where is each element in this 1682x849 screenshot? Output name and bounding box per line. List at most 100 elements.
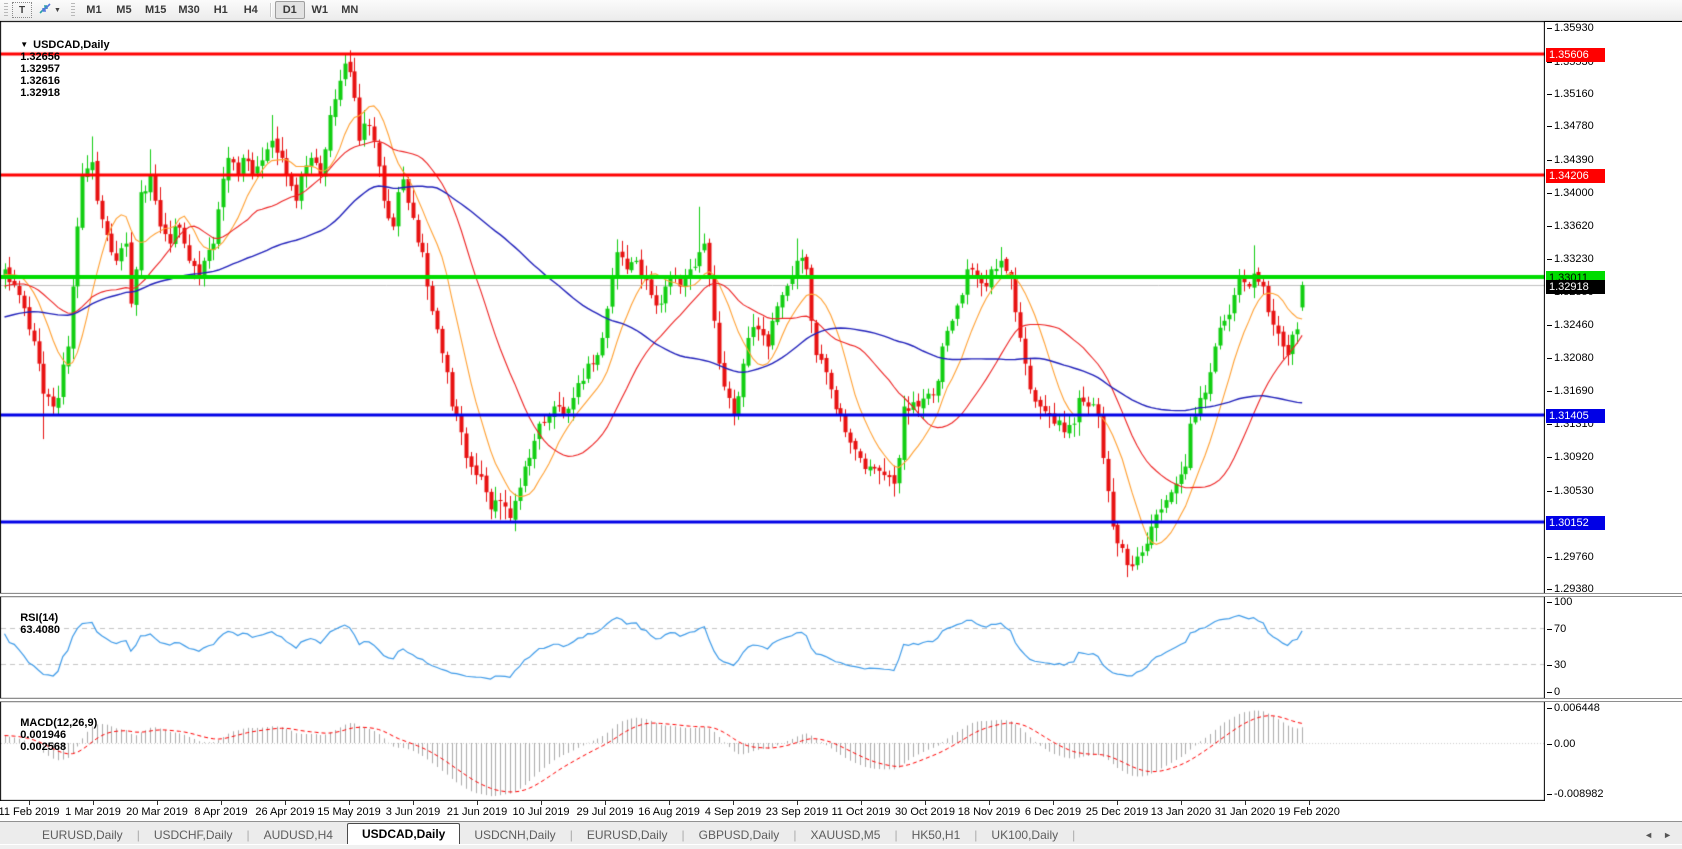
time-tick	[669, 801, 670, 805]
price-tick-label: 1.30530	[1547, 484, 1594, 497]
tab-separator: |	[246, 828, 250, 842]
time-axis[interactable]: 11 Feb 2019 1 Mar 2019 20 Mar 2019 8 Apr 20…	[0, 801, 1682, 821]
timeframe-button-mn[interactable]: MN	[341, 4, 359, 16]
price-tick-label: 1.34390	[1547, 153, 1594, 166]
time-tick	[477, 801, 478, 805]
date-label: 30 Oct 2019	[895, 806, 955, 818]
tab-separator: |	[793, 828, 797, 842]
time-tick	[1181, 801, 1182, 805]
scroll-left-icon[interactable]: ◄	[1644, 830, 1654, 840]
date-label: 23 Sep 2019	[765, 806, 829, 818]
chart-tab-eurusd-daily[interactable]: EURUSD,Daily	[42, 828, 123, 842]
date-label: 20 Mar 2019	[126, 806, 188, 818]
price-chart-canvas[interactable]	[0, 21, 1545, 801]
panel-splitter[interactable]	[0, 698, 1682, 702]
date-label: 31 Jan 2020	[1214, 806, 1276, 818]
chart-tab-audusd-h4[interactable]: AUDUSD,H4	[263, 828, 333, 842]
toolbar-grip[interactable]	[4, 3, 8, 17]
chart-tab-usdcnh-daily[interactable]: USDCNH,Daily	[474, 828, 556, 842]
rsi-scale-label: 0	[1546, 685, 1561, 698]
time-tick	[733, 801, 734, 805]
time-tick	[157, 801, 158, 805]
macd-scale-label: 0.00	[1546, 738, 1576, 750]
rsi-scale-label: 30	[1546, 658, 1567, 671]
chart-tab-gbpusd-daily[interactable]: GBPUSD,Daily	[698, 828, 780, 842]
time-tick	[605, 801, 606, 805]
chart-tools-button[interactable]: ▼	[32, 1, 67, 19]
toolbar-grip[interactable]	[70, 3, 75, 17]
price-tick-label: 1.31690	[1547, 385, 1594, 398]
rsi-scale-label: 70	[1546, 622, 1567, 635]
text-tool-button[interactable]: T	[12, 2, 32, 18]
time-tick	[1117, 801, 1118, 805]
timeframe-button-m30[interactable]: M30	[178, 4, 200, 16]
toolbar-separator	[269, 3, 271, 17]
chart-tab-hk50-h1[interactable]: HK50,H1	[911, 828, 961, 842]
timeframe-button-m15[interactable]: M15	[144, 4, 167, 16]
macd-scale-label: 0.006448	[1547, 702, 1600, 714]
price-tick-label: 1.35160	[1547, 87, 1594, 100]
time-tick	[541, 801, 542, 805]
time-tick	[861, 801, 862, 805]
price-tick-label: 1.29760	[1547, 550, 1594, 563]
chart-tab-xauusd-m5[interactable]: XAUUSD,M5	[810, 828, 881, 842]
price-tick-label: 1.33230	[1547, 253, 1594, 266]
level-price-label: 1.35606	[1546, 48, 1605, 63]
date-label: 8 Apr 2019	[194, 806, 248, 818]
price-tick-label: 1.34000	[1547, 187, 1594, 200]
tab-separator: |	[569, 828, 573, 842]
toolbar: T ▼ M1 M5 M15 M30 H1 H4 D1 W1 MN	[0, 0, 1682, 21]
time-tick	[1245, 801, 1246, 805]
time-tick	[797, 801, 798, 805]
chevron-down-icon: ▼	[54, 6, 61, 14]
chart-tab-uk100-daily[interactable]: UK100,Daily	[991, 828, 1059, 842]
timeframe-button-m5[interactable]: M5	[116, 4, 132, 16]
tab-separator: |	[681, 828, 685, 842]
time-tick	[349, 801, 350, 805]
date-label: 10 Jul 2019	[512, 806, 570, 818]
timeframe-button-h1[interactable]: H1	[213, 4, 228, 16]
time-tick	[285, 801, 286, 805]
timeframe-button-w1[interactable]: W1	[311, 4, 329, 16]
chart-tab-usdchf-daily[interactable]: USDCHF,Daily	[153, 828, 233, 842]
date-label: 11 Oct 2019	[831, 806, 891, 818]
time-tick	[1053, 801, 1054, 805]
timeframe-button-d1[interactable]: D1	[274, 1, 305, 19]
date-label: 19 Feb 2020	[1278, 806, 1340, 818]
chart-tab-eurusd-daily[interactable]: EURUSD,Daily	[586, 828, 668, 842]
time-tick	[413, 801, 414, 805]
current-price-label: 1.32918	[1546, 279, 1605, 294]
time-tick	[1309, 801, 1310, 805]
tab-separator: |	[136, 828, 140, 842]
price-tick-label: 1.30920	[1547, 451, 1594, 464]
timeframe-button-h4[interactable]: H4	[243, 4, 258, 16]
time-tick	[221, 801, 222, 805]
chart-tab-usdcad-daily[interactable]: USDCAD,Daily	[346, 823, 461, 844]
date-label: 16 Aug 2019	[638, 806, 700, 818]
price-tick-label: 1.34780	[1547, 120, 1594, 133]
date-label: 29 Jul 2019	[576, 806, 634, 818]
date-label: 15 May 2019	[317, 806, 381, 818]
time-tick	[925, 801, 926, 805]
rsi-scale-label: 100	[1546, 595, 1573, 608]
time-tick	[29, 801, 30, 805]
chart-tab-bar: EURUSD,Daily | USDCHF,Daily | AUDUSD,H4 USDCA…	[0, 821, 1682, 844]
level-price-label: 1.30152	[1546, 516, 1605, 531]
price-tick-label: 1.32080	[1547, 351, 1594, 364]
tab-separator: |	[894, 828, 898, 842]
scroll-right-icon[interactable]: ►	[1663, 830, 1672, 840]
arrows-tool-icon	[38, 2, 52, 18]
level-price-label: 1.31405	[1546, 408, 1605, 423]
tab-separator: |	[1072, 828, 1076, 842]
price-axis[interactable]: 1.359301.355301.351601.347801.343901.340…	[1545, 21, 1682, 802]
time-tick	[989, 801, 990, 805]
date-label: 3 Jun 2019	[385, 806, 441, 818]
price-tick-label: 1.35930	[1547, 21, 1594, 34]
date-label: 1 Mar 2019	[65, 806, 121, 818]
timeframe-button-m1[interactable]: M1	[86, 4, 102, 16]
date-label: 25 Dec 2019	[1085, 806, 1149, 818]
timeframe-group: M1 M5 M15 M30 H1 H4 D1 W1 MN	[79, 1, 365, 19]
panel-splitter[interactable]	[0, 593, 1682, 597]
date-label: 6 Dec 2019	[1024, 806, 1082, 818]
